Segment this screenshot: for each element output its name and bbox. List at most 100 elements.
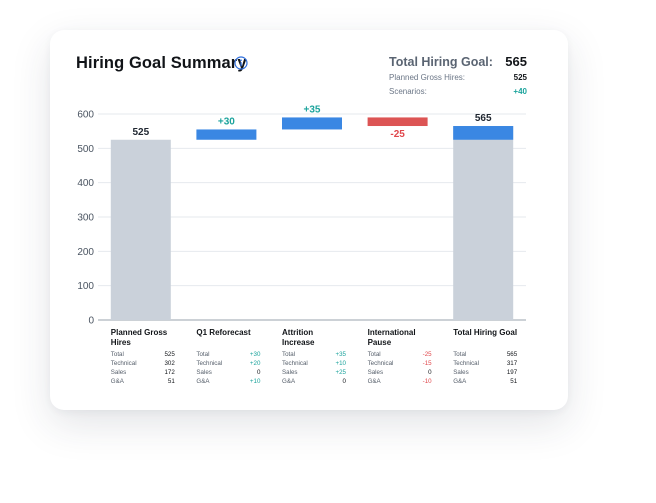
breakdown-row-label: G&A (110, 378, 124, 385)
breakdown-row-label: G&A (196, 378, 210, 385)
breakdown-row-label: Total (453, 351, 467, 358)
bar-value-label: -25 (390, 129, 405, 140)
breakdown-row-label: Total (282, 351, 296, 358)
breakdown-row: G&A 51 (111, 377, 175, 386)
category-breakdown: Planned Gross Hires Total 525 Technical 302 S… (111, 328, 175, 386)
breakdown-row: Sales 0 (196, 368, 260, 377)
breakdown-row: Total 525 (111, 350, 175, 359)
scenario-increase-segment (453, 126, 514, 140)
breakdown-row-label: Total (367, 351, 381, 358)
breakdown-row-value: 197 (506, 369, 518, 376)
breakdown-row: Technical -15 (368, 359, 432, 368)
breakdown-row-label: G&A (282, 378, 296, 385)
breakdown-row-value: 525 (164, 351, 175, 358)
bar-value-label: 565 (475, 113, 492, 124)
breakdown-row-label: Technical (196, 360, 223, 367)
breakdown-row-value: 0 (256, 369, 261, 376)
breakdown-row-label: Sales (196, 369, 212, 376)
breakdown-row-label: Technical (453, 360, 479, 367)
category-title: Total Hiring Goal (453, 328, 518, 337)
breakdown-row: Technical 302 (111, 359, 175, 368)
breakdown-row: Sales 197 (453, 368, 517, 377)
bar-value-label: 525 (132, 127, 149, 138)
category-breakdown: International Pause Total -25 Technical -15 S… (368, 328, 432, 386)
breakdown-row-value: -25 (422, 351, 432, 358)
breakdown-row: Technical +10 (282, 359, 346, 368)
bar-value-label: +35 (304, 104, 321, 115)
breakdown-row: Total 565 (453, 350, 517, 359)
breakdown-row-value: 0 (342, 378, 346, 385)
breakdown-row: Technical 317 (453, 359, 517, 368)
breakdown-row-label: Technical (110, 360, 137, 367)
breakdown-row: Sales +25 (282, 368, 346, 377)
breakdown-row-label: Sales (367, 369, 384, 376)
breakdown-row-value: 302 (164, 360, 175, 367)
y-tick-label: 400 (77, 178, 94, 189)
breakdown-row-value: 172 (164, 369, 175, 376)
summary-row-value: +40 (513, 87, 527, 96)
y-tick-label: 100 (77, 281, 94, 292)
breakdown-row-value: +30 (249, 351, 261, 358)
breakdown-row-value: -10 (422, 378, 432, 385)
breakdown-row-value: 317 (506, 360, 518, 367)
breakdown-row-label: G&A (453, 378, 467, 385)
breakdown-row-value: +10 (335, 360, 347, 367)
breakdown-row: G&A 51 (453, 377, 517, 386)
page-title: Hiring Goal Summary (76, 54, 247, 72)
breakdown-row-label: G&A (367, 378, 381, 385)
breakdown-row: G&A +10 (196, 377, 260, 386)
breakdown-row-label: Sales (282, 369, 298, 376)
breakdown-row: Total -25 (368, 350, 432, 359)
summary-row-value: 525 (513, 73, 527, 82)
total-hiring-goal-row: Total Hiring Goal: 565 (389, 54, 527, 72)
breakdown-row-value: -15 (422, 360, 432, 367)
category-breakdown: Q1 Reforecast Total +30 Technical +20 Sales 0 G… (196, 328, 260, 386)
hiring-goal-summary: Total Hiring Goal: 565 Planned Gross Hir… (389, 54, 527, 100)
breakdown-row: Sales 172 (111, 368, 175, 377)
breakdown-row-label: Sales (110, 369, 127, 376)
breakdown-row-value: 565 (506, 351, 518, 358)
total-hiring-goal-value: 565 (505, 54, 527, 69)
info-icon[interactable] (234, 56, 248, 70)
breakdown-row-label: Total (110, 351, 124, 358)
breakdown-row-value: +25 (335, 369, 347, 376)
decrease-bar (367, 117, 428, 127)
bar-value-label: +30 (218, 116, 235, 127)
total-bar (110, 139, 171, 320)
breakdown-row: Total +30 (196, 350, 260, 359)
y-tick-label: 500 (77, 144, 94, 155)
breakdown-row-label: Technical (367, 360, 394, 367)
breakdown-row-value: 51 (167, 378, 175, 385)
breakdown-row: G&A -10 (368, 377, 432, 386)
breakdown-row-label: Sales (453, 369, 469, 376)
breakdown-row-label: Technical (282, 360, 308, 367)
total-hiring-goal-label: Total Hiring Goal: (389, 55, 493, 69)
summary-row: Planned Gross Hires: 525 (389, 73, 527, 86)
breakdown-row-label: Total (196, 351, 210, 358)
y-tick-label: 600 (77, 110, 94, 121)
summary-row-label: Planned Gross Hires: (389, 73, 466, 82)
summary-row-label: Scenarios: (389, 87, 427, 96)
breakdown-row: G&A 0 (282, 377, 346, 386)
category-breakdown: Total Hiring Goal Total 565 Technical 317 Sal… (453, 328, 517, 386)
breakdown-row-value: +20 (249, 360, 261, 367)
category-breakdown: Attrition Increase Total +35 Technical +10 Sa… (282, 328, 346, 386)
y-tick-label: 300 (77, 213, 94, 224)
y-tick-label: 0 (88, 316, 94, 327)
breakdown-row: Total +35 (282, 350, 346, 359)
total-bar (453, 126, 514, 321)
category-title: Attrition Increase (282, 328, 315, 347)
breakdown-row-value: 51 (510, 378, 518, 385)
category-title: Q1 Reforecast (196, 328, 251, 337)
increase-bar (282, 117, 342, 130)
breakdown-row: Sales 0 (368, 368, 432, 377)
y-tick-label: 200 (77, 247, 94, 258)
increase-bar (196, 129, 257, 140)
breakdown-row-value: 0 (428, 369, 432, 376)
breakdown-row-value: +35 (335, 351, 347, 358)
breakdown-row-value: +10 (249, 378, 261, 385)
summary-row: Scenarios: +40 (389, 87, 527, 100)
category-title: Planned Gross Hires (110, 328, 168, 347)
breakdown-row: Technical +20 (196, 359, 260, 368)
